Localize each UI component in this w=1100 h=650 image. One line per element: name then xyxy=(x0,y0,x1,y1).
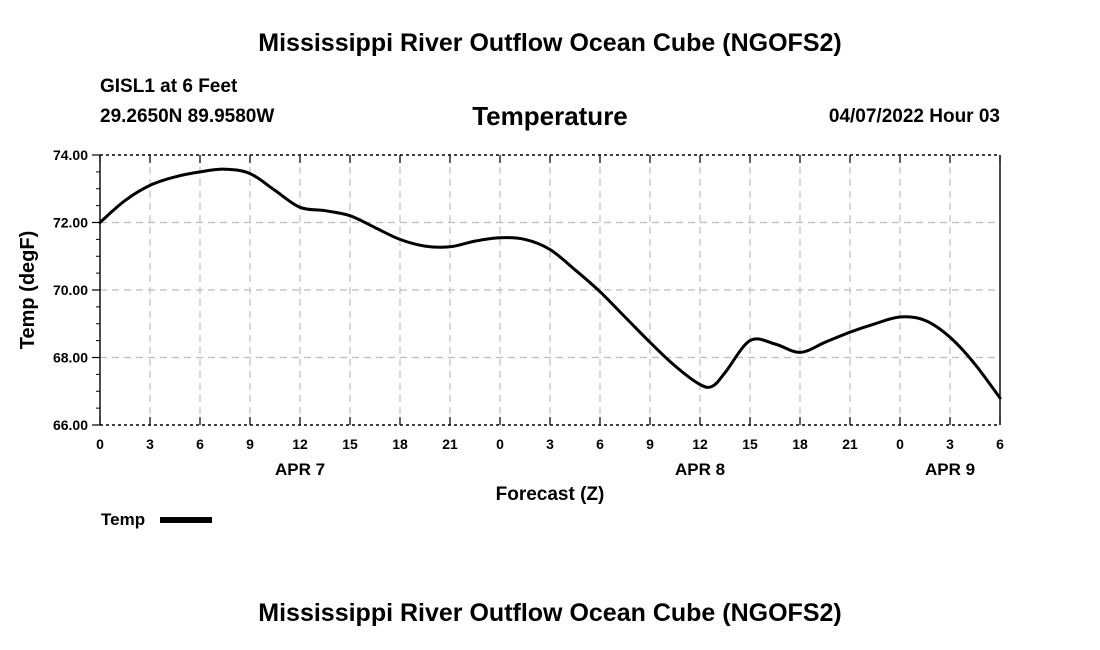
x-tick-label: 9 xyxy=(246,436,254,452)
series-layer xyxy=(98,167,1002,400)
x-tick-label: 0 xyxy=(896,436,904,452)
x-tick-label: 0 xyxy=(496,436,504,452)
x-tick-label: 18 xyxy=(792,436,808,452)
date-label: APR 9 xyxy=(925,460,975,479)
x-tick-label: 3 xyxy=(546,436,554,452)
y-axis-title: Temp (degF) xyxy=(17,231,39,350)
x-tick-label: 15 xyxy=(342,436,358,452)
date-label: APR 7 xyxy=(275,460,325,479)
bottom-title: Mississippi River Outflow Ocean Cube (NG… xyxy=(258,599,842,627)
x-tick-label: 21 xyxy=(842,436,858,452)
legend: Temp xyxy=(101,510,212,529)
x-tick-label: 6 xyxy=(596,436,604,452)
y-tick-label: 68.00 xyxy=(53,350,88,366)
x-tick-label: 6 xyxy=(996,436,1004,452)
x-tick-label: 21 xyxy=(442,436,458,452)
x-tick-label: 12 xyxy=(692,436,708,452)
x-tick-label: 9 xyxy=(646,436,654,452)
date-label: APR 8 xyxy=(675,460,725,479)
x-axis: 0 3 6 9 12 15 18 21 0 3 6 9 12 15 18 21 0 3 6 APR 7 APR 8 APR… xyxy=(96,155,1004,479)
y-axis: 66.00 68.00 70.00 72.00 74.00 xyxy=(53,147,100,433)
y-tick-label: 72.00 xyxy=(53,215,88,231)
temperature-chart: 0 3 6 9 12 15 18 21 0 3 6 9 12 15 18 21 0 3 6 APR 7 APR 8 APR… xyxy=(17,147,1004,529)
main-title: Mississippi River Outflow Ocean Cube (NG… xyxy=(258,29,842,57)
x-tick-label: 18 xyxy=(392,436,408,452)
x-tick-label: 6 xyxy=(196,436,204,452)
x-tick-label: 3 xyxy=(146,436,154,452)
x-tick-label: 12 xyxy=(292,436,308,452)
x-tick-label: 0 xyxy=(96,436,104,452)
legend-label: Temp xyxy=(101,510,145,529)
x-tick-label: 15 xyxy=(742,436,758,452)
station-label: GISL1 at 6 Feet xyxy=(100,76,238,97)
forecast-datetime: 04/07/2022 Hour 03 xyxy=(828,106,1000,127)
y-tick-label: 70.00 xyxy=(53,282,88,298)
chart-title: Temperature xyxy=(472,101,628,131)
x-axis-title: Forecast (Z) xyxy=(496,484,605,505)
x-tick-label: 3 xyxy=(946,436,954,452)
grid-lines xyxy=(100,155,1000,425)
y-tick-label: 66.00 xyxy=(53,417,88,433)
station-coordinates: 29.2650N 89.9580W xyxy=(100,106,275,127)
series-line-temp xyxy=(98,167,1002,400)
y-tick-label: 74.00 xyxy=(53,147,88,163)
